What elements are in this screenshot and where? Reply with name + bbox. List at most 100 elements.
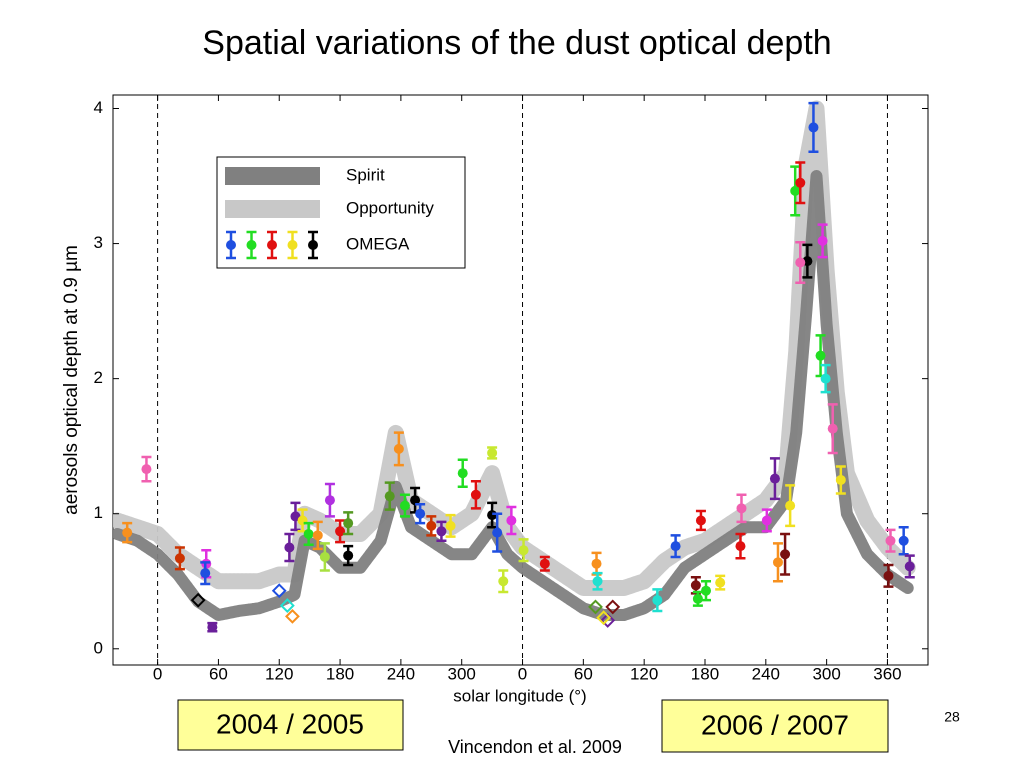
- legend-label: Spirit: [346, 165, 385, 184]
- y-tick-label: 0: [94, 638, 103, 657]
- omega-point: [539, 555, 550, 572]
- x-tick-label: 180: [691, 664, 719, 683]
- omega-marker: [785, 500, 796, 511]
- omega-marker: [200, 568, 211, 579]
- omega-marker: [141, 464, 152, 475]
- annotation: 2004 / 2005: [216, 708, 364, 739]
- omega-point: [780, 532, 791, 576]
- x-tick-label: 300: [448, 664, 476, 683]
- x-tick-label: 240: [752, 664, 780, 683]
- y-tick-label: 3: [94, 233, 103, 252]
- omega-point: [200, 561, 211, 586]
- omega-point: [735, 532, 746, 560]
- omega-marker: [492, 527, 503, 538]
- x-tick-label: 120: [265, 664, 293, 683]
- omega-point: [817, 223, 828, 259]
- omega-point: [335, 519, 346, 544]
- omega-point: [690, 575, 701, 595]
- diamond-marker: [588, 599, 603, 615]
- omega-marker: [670, 541, 681, 552]
- omega-point: [122, 521, 133, 544]
- legend-icon: [308, 240, 318, 250]
- omega-marker: [319, 551, 330, 562]
- x-axis-label: solar longitude (°): [453, 686, 586, 705]
- omega-marker: [591, 558, 602, 569]
- y-tick-label: 4: [94, 98, 103, 117]
- annotation-box: [177, 699, 404, 751]
- omega-marker: [335, 526, 346, 537]
- x-tick-label: 60: [209, 664, 228, 683]
- omega-point: [808, 101, 819, 153]
- omega-marker: [769, 473, 780, 484]
- legend: Spirit Opportunity OMEGA: [225, 165, 434, 260]
- omega-marker: [470, 489, 481, 500]
- omega-point: [835, 465, 846, 495]
- omega-marker: [695, 515, 706, 526]
- diamond-marker: [596, 610, 612, 626]
- omega-point: [802, 243, 813, 279]
- omega-marker: [415, 508, 426, 519]
- diamond-marker: [600, 613, 616, 628]
- diamond-marker: [605, 599, 621, 615]
- omega-point: [506, 505, 517, 536]
- omega-point: [399, 493, 410, 518]
- plot-area: [113, 95, 916, 665]
- omega-marker: [817, 235, 828, 246]
- omega-marker: [445, 520, 456, 531]
- omega-point: [445, 513, 456, 538]
- citation: Vincendon et al. 2009: [448, 737, 622, 757]
- omega-point: [312, 520, 323, 551]
- diamond-marker: [279, 598, 295, 613]
- omega-marker: [498, 576, 509, 587]
- omega-point: [174, 546, 185, 571]
- legend-swatch: [225, 200, 320, 218]
- annotation-box: [661, 699, 889, 753]
- rover-band: [113, 170, 914, 622]
- omega-marker: [457, 468, 468, 479]
- omega-marker: [122, 527, 133, 538]
- omega-marker: [487, 510, 498, 521]
- omega-marker: [898, 535, 909, 546]
- omega-point: [343, 511, 354, 536]
- omega-marker: [780, 549, 791, 560]
- omega-marker: [827, 423, 838, 434]
- omega-point: [457, 458, 468, 488]
- x-tick-label: 0: [153, 664, 162, 683]
- omega-point: [736, 493, 747, 524]
- x-tick-label: 360: [873, 664, 901, 683]
- omega-marker: [399, 500, 410, 511]
- omega-point: [410, 486, 421, 514]
- omega-marker: [815, 350, 826, 361]
- omega-point: [695, 509, 706, 532]
- omega-marker: [518, 545, 529, 556]
- omega-point: [487, 446, 498, 460]
- omega-marker: [312, 530, 323, 541]
- omega-point: [207, 621, 218, 633]
- omega-point: [790, 165, 801, 217]
- omega-point: [769, 457, 780, 501]
- legend-swatch: [225, 167, 320, 185]
- omega-marker: [410, 495, 421, 506]
- omega-marker: [701, 585, 712, 596]
- omega-point: [772, 542, 783, 583]
- legend-icon: [226, 240, 236, 250]
- omega-point: [303, 521, 314, 547]
- omega-marker: [835, 474, 846, 485]
- omega-point: [393, 431, 404, 467]
- omega-marker: [324, 495, 335, 506]
- omega-point: [820, 363, 831, 394]
- x-tick-label: 120: [630, 664, 658, 683]
- legend-icon: [267, 240, 277, 250]
- omega-point: [761, 508, 772, 533]
- x-tick-label: 60: [574, 664, 593, 683]
- omega-marker: [174, 553, 185, 564]
- omega-point: [415, 503, 426, 525]
- omega-point: [592, 571, 603, 591]
- omega-point: [785, 484, 796, 528]
- legend-icon: [246, 240, 257, 250]
- omega-marker: [384, 491, 395, 502]
- omega-marker: [795, 257, 806, 268]
- omega-marker: [343, 550, 354, 561]
- omega-marker: [506, 515, 517, 526]
